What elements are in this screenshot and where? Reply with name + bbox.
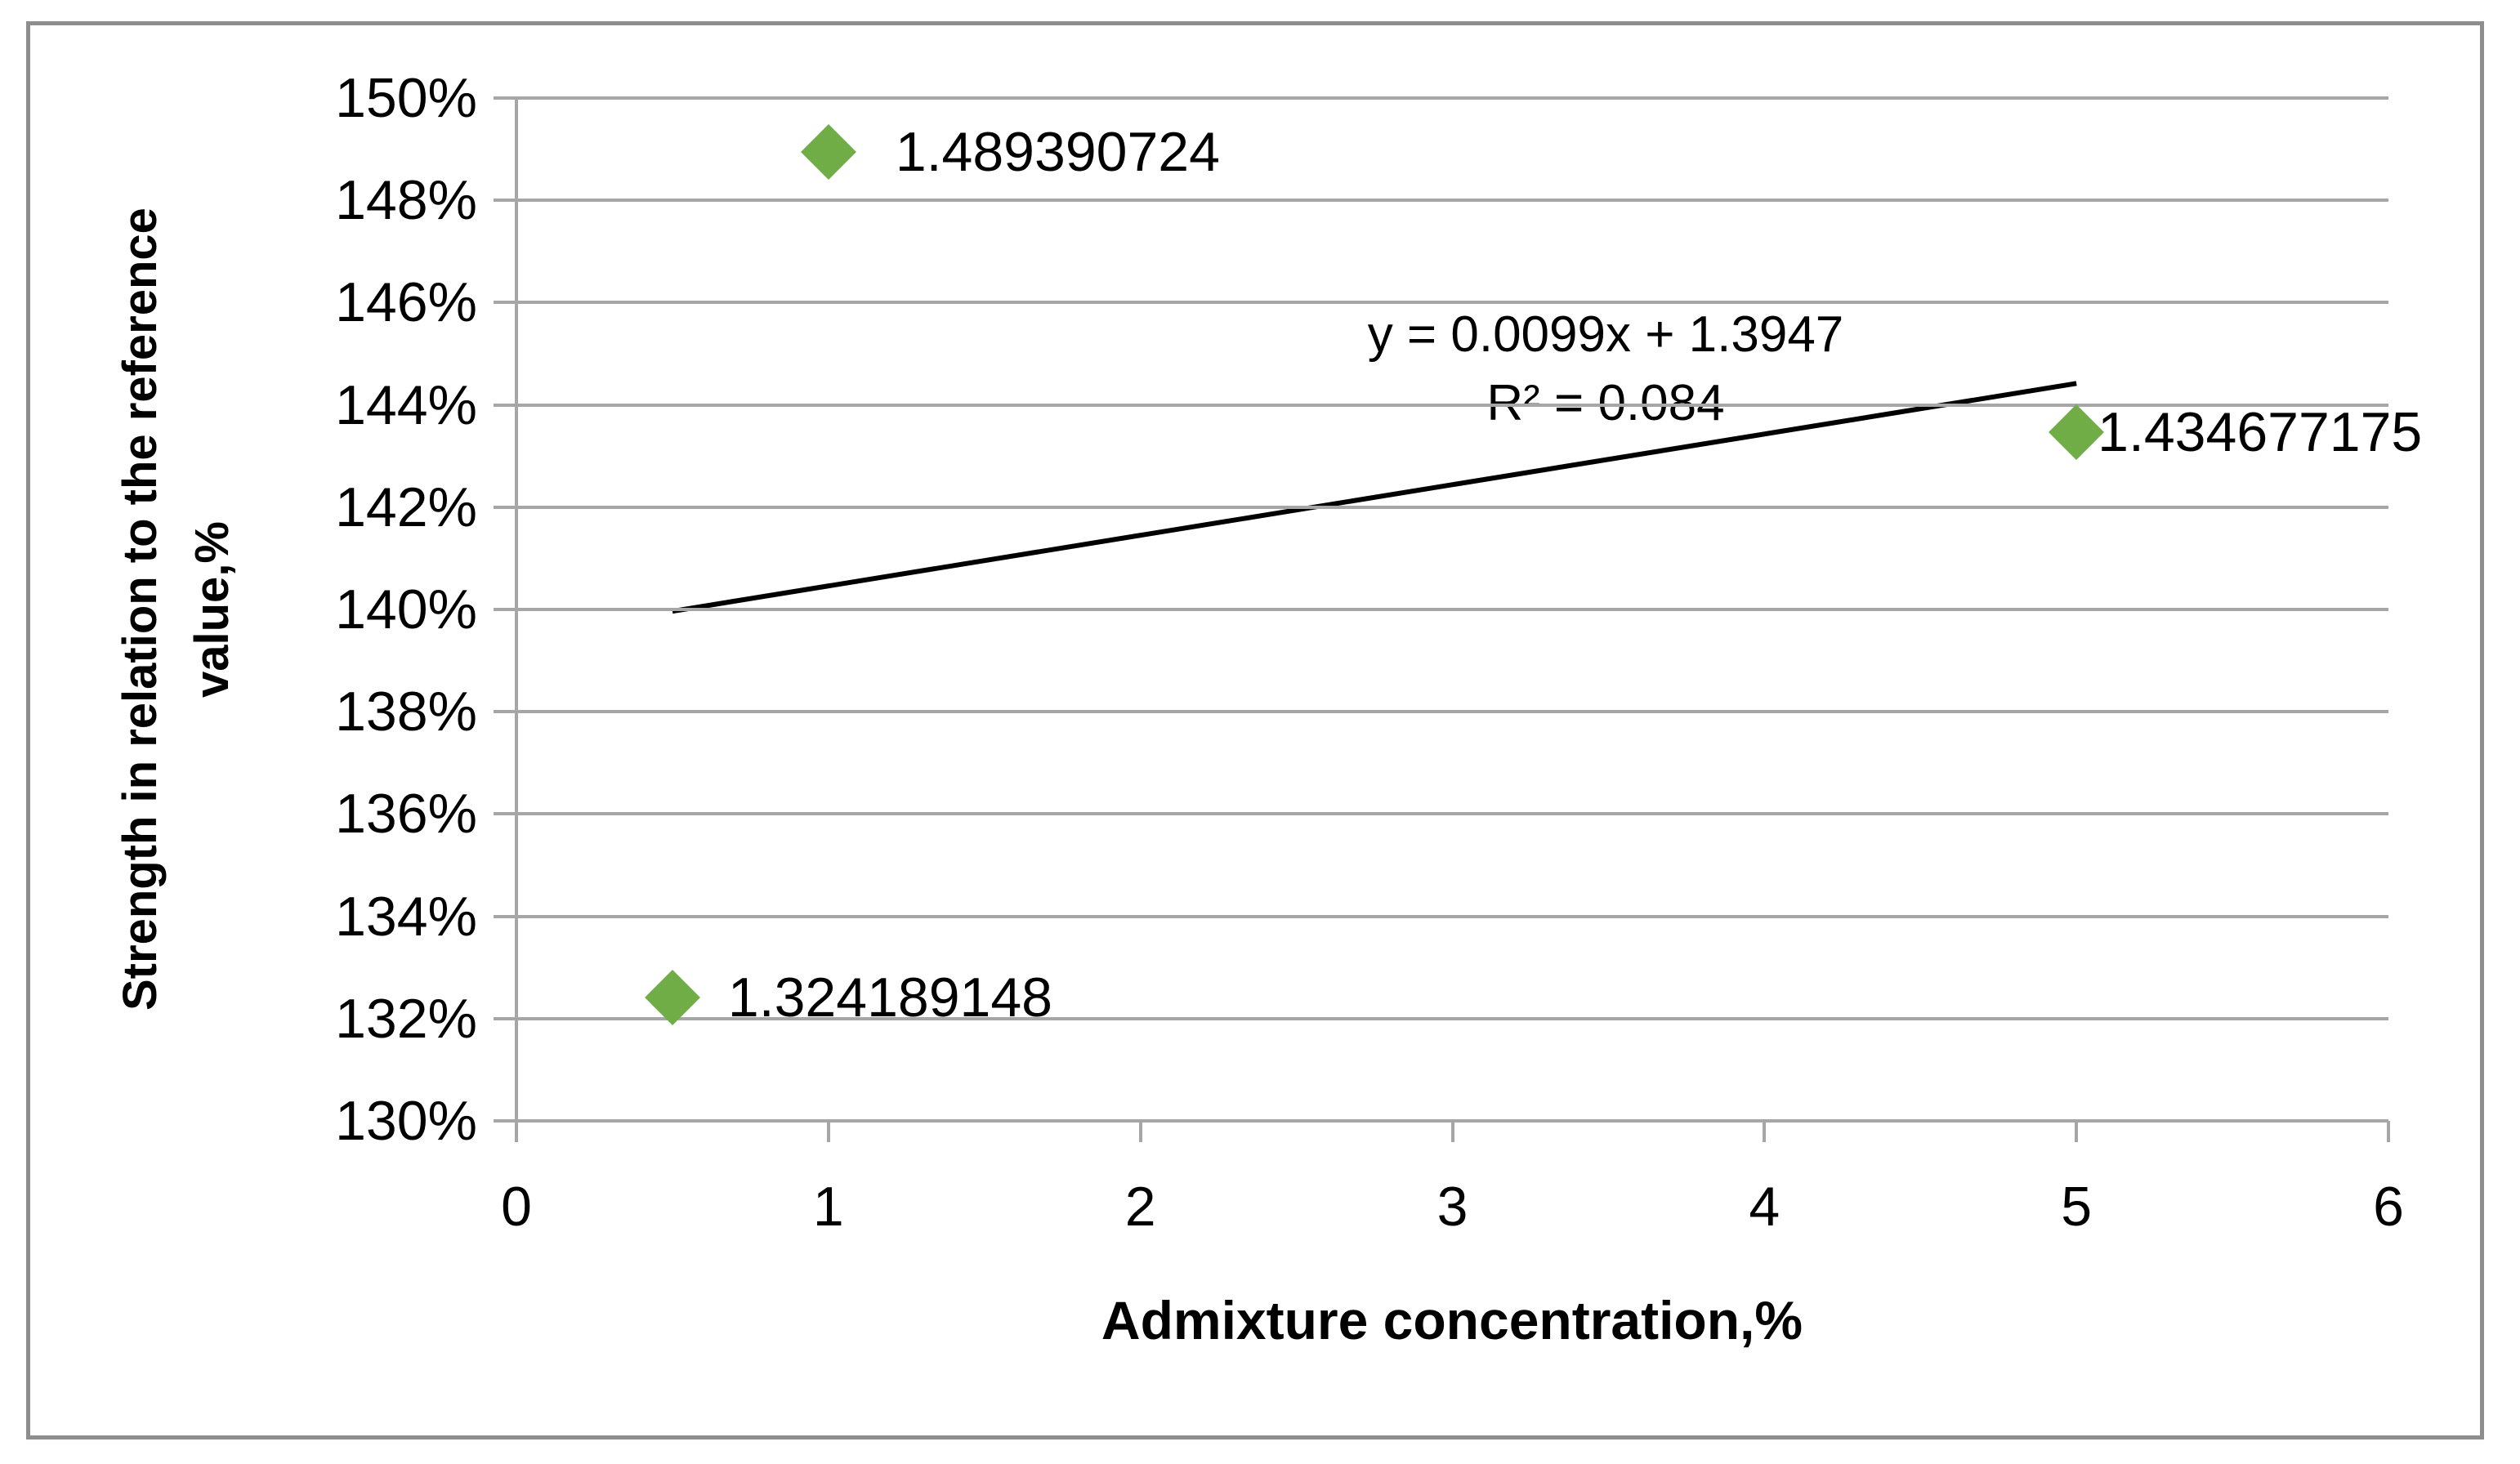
y-tick-label: 142% <box>335 475 477 538</box>
gridline <box>516 199 2388 203</box>
y-tick-mark <box>494 301 516 305</box>
x-tick-mark <box>826 1121 830 1142</box>
y-tick-label: 132% <box>335 987 477 1050</box>
y-tick-mark <box>494 812 516 816</box>
gridline <box>516 301 2388 305</box>
y-tick-label: 138% <box>335 681 477 743</box>
y-axis-line <box>515 98 518 1142</box>
x-tick-label: 1 <box>812 1176 844 1238</box>
y-tick-label: 144% <box>335 373 477 436</box>
y-tick-label: 130% <box>335 1090 477 1152</box>
x-tick-mark <box>2075 1121 2079 1142</box>
y-tick-mark <box>494 1119 516 1123</box>
x-tick-mark <box>515 1121 518 1142</box>
y-axis-title-line1: Strength in relation to the reference <box>114 208 167 1011</box>
trendline <box>672 381 2077 614</box>
plot-area: y = 0.0099x + 1.3947 R² = 0.084 130% 132%… <box>335 67 2422 1238</box>
gridline <box>516 710 2388 714</box>
trendline-equation-text: y = 0.0099x + 1.3947 <box>1367 306 1844 363</box>
x-tick-label: 3 <box>1436 1176 1468 1238</box>
x-tick-mark <box>1138 1121 1142 1142</box>
trendline-r-squared: R² = 0.084 <box>1486 375 1725 431</box>
gridline <box>516 914 2388 918</box>
x-tick-label: 0 <box>501 1176 532 1238</box>
y-tick-mark <box>494 914 516 918</box>
y-tick-mark <box>494 710 516 714</box>
y-tick-label: 148% <box>335 169 477 232</box>
gridline <box>516 96 2388 100</box>
x-tick-label: 5 <box>2061 1176 2093 1238</box>
figure-border <box>26 21 2484 1439</box>
x-tick-mark <box>2387 1121 2390 1142</box>
y-axis-title-line2: value,% <box>185 521 239 698</box>
y-tick-mark <box>494 1016 516 1020</box>
x-tick-mark <box>1763 1121 1767 1142</box>
y-tick-label: 146% <box>335 271 477 334</box>
gridline <box>516 608 2388 611</box>
y-tick-mark <box>494 96 516 100</box>
gridline <box>516 403 2388 407</box>
y-tick-label: 140% <box>335 578 477 640</box>
data-point-label: 1.324189148 <box>727 966 1052 1029</box>
data-point-label: 1.434677175 <box>2098 400 2423 463</box>
data-point-label: 1.489390724 <box>895 121 1220 184</box>
gridline <box>516 812 2388 816</box>
trendline-line <box>672 381 2077 614</box>
x-tick-label: 6 <box>2373 1176 2404 1238</box>
gridline <box>516 1016 2388 1020</box>
x-tick-mark <box>1450 1121 1454 1142</box>
x-tick-label: 4 <box>1749 1176 1781 1238</box>
y-tick-label: 134% <box>335 885 477 948</box>
x-axis-title: Admixture concentration,% <box>1101 1290 1803 1350</box>
gridline <box>516 505 2388 509</box>
y-tick-mark <box>494 608 516 611</box>
y-tick-label: 150% <box>335 67 477 129</box>
y-tick-mark <box>494 403 516 407</box>
y-axis-title: Strength in relation to the reference va… <box>105 98 248 1121</box>
trendline-equation: y = 0.0099x + 1.3947 R² = 0.084 <box>1368 301 1844 438</box>
y-tick-mark <box>494 505 516 509</box>
y-tick-label: 136% <box>335 783 477 846</box>
y-tick-mark <box>494 199 516 203</box>
x-tick-label: 2 <box>1124 1176 1156 1238</box>
